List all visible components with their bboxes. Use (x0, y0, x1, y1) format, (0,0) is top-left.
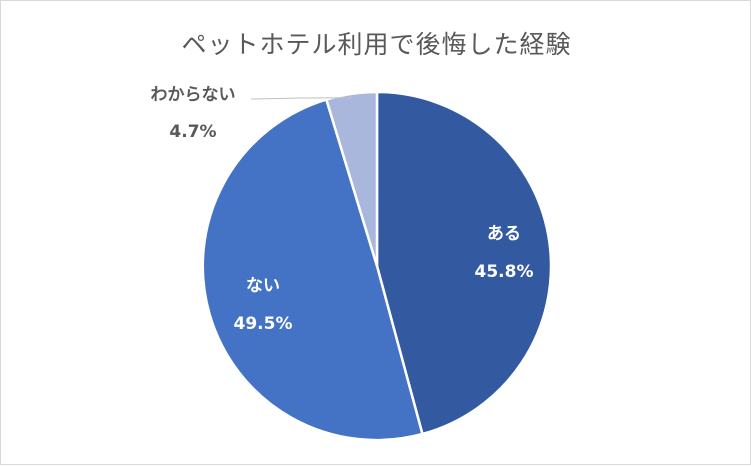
slice-category-label-0: ある (487, 224, 521, 244)
slice-value-label-0: 45.8% (475, 262, 534, 282)
slice-category-label-1: ない (246, 276, 280, 296)
slice-value-label-2: 4.7% (169, 122, 216, 142)
pie-slice-0 (375, 90, 553, 436)
slice-category-label-2: わからない (151, 85, 236, 105)
leader-line (250, 97, 353, 100)
chart-title: ペットホテル利用で後悔した経験 (181, 30, 572, 59)
pie-slice-1 (201, 98, 424, 442)
slice-value-label-1: 49.5% (234, 314, 293, 334)
pie-slice-2 (325, 90, 379, 268)
